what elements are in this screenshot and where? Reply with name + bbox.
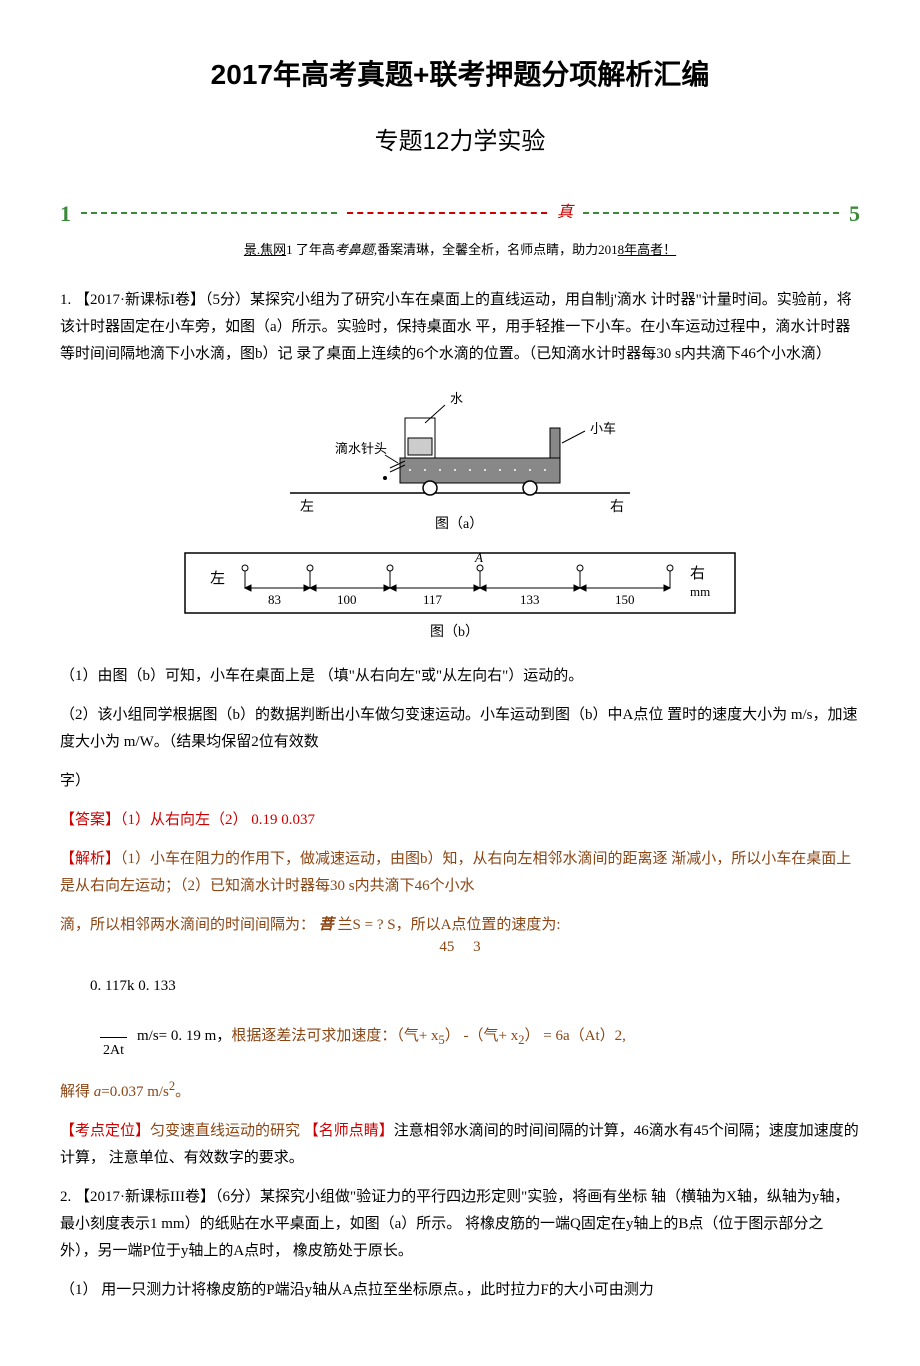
svg-text:100: 100 bbox=[337, 592, 357, 607]
svg-text:左: 左 bbox=[210, 570, 225, 587]
sub-title: 专题12力学实验 bbox=[60, 120, 860, 163]
svg-text:右: 右 bbox=[690, 565, 705, 582]
header-subtitle: 景.焦网1 了年高考鼻题,番案清琳，全馨全析，名师点睛，助力2018年高者！ bbox=[60, 238, 860, 261]
fig-a-water-label: 水 bbox=[450, 391, 463, 406]
q1-sub2-end: 字） bbox=[60, 768, 860, 795]
q1-stem: 1. 【2017·新课标I卷】（5分）某探究小组为了研究小车在桌面上的直线运动，… bbox=[60, 287, 860, 368]
fraction-2At: 2At bbox=[100, 1012, 127, 1063]
divider-center-text: 真 bbox=[557, 199, 573, 228]
svg-text:133: 133 bbox=[520, 592, 540, 607]
divider-dash-left bbox=[81, 212, 337, 214]
svg-text:A: A bbox=[474, 550, 483, 565]
fig-a-caption: 图（a） bbox=[435, 516, 483, 532]
fig-a-left: 左 bbox=[300, 499, 314, 515]
svg-text:117: 117 bbox=[423, 592, 443, 607]
svg-text:图（b）: 图（b） bbox=[430, 624, 479, 640]
fig-a-right: 右 bbox=[610, 499, 624, 515]
divider-row: 1 真 5 bbox=[60, 194, 860, 234]
q1-sub1: （1）由图（b）可知，小车在桌面上是 （填"从右向左"或"从左向右"）运动的。 bbox=[60, 663, 860, 690]
figure-b: 左 右 mm A 83 100 117 133 150 图（b） bbox=[60, 548, 860, 648]
fig-a-cart-label: 小车 bbox=[590, 421, 616, 436]
q1-kaodian: 【考点定位】匀变速直线运动的研究 【名师点睛】注意相邻水滴间的时间间隔的计算，4… bbox=[60, 1118, 860, 1172]
q2-stem: 2. 【2017·新课标III卷】（6分）某探究小组做"验证力的平行四边形定则"… bbox=[60, 1184, 860, 1265]
q1-answer: 【答案】（1）从右向左（2） 0.19 0.037 bbox=[60, 807, 860, 834]
divider-dash-red bbox=[347, 212, 547, 214]
divider-dash-right bbox=[583, 212, 839, 214]
q1-calc: 0. 117k 0. 133 bbox=[60, 973, 860, 1000]
svg-text:83: 83 bbox=[268, 592, 281, 607]
q1-sub2: （2）该小组同学根据图（b）的数据判断出小车做匀变速运动。小车运动到图（b）中A… bbox=[60, 702, 860, 756]
main-title: 2017年高考真题+联考押题分项解析汇编 bbox=[60, 50, 860, 100]
divider-right-num: 5 bbox=[849, 194, 860, 234]
fig-a-needle-label: 滴水针头 bbox=[335, 441, 387, 456]
q1-analysis-2: 滴，所以相邻两水滴间的时间间隔为： 菩 兰S = ? S，所以A点位置的速度为:… bbox=[60, 912, 860, 961]
q1-result: 解得 a=0.037 m/s2。 bbox=[60, 1075, 860, 1106]
divider-left-num: 1 bbox=[60, 194, 71, 234]
svg-text:mm: mm bbox=[690, 584, 710, 599]
svg-text:150: 150 bbox=[615, 592, 635, 607]
q2-sub1: （1） 用一只测力计将橡皮筋的P端沿y轴从A点拉至坐标原点。，此时拉力F的大小可… bbox=[60, 1277, 860, 1304]
figure-a: 水 小车 滴水针头 左 右 图（a） bbox=[60, 383, 860, 533]
q1-analysis-1: 【解析】（1）小车在阻力的作用下，做减速运动，由图b）知，从右向左相邻水滴间的距… bbox=[60, 846, 860, 900]
q1-calc-2: 2At m/s= 0. 19 m，根据逐差法可求加速度：（气+ x5） -（气+… bbox=[60, 1012, 860, 1063]
